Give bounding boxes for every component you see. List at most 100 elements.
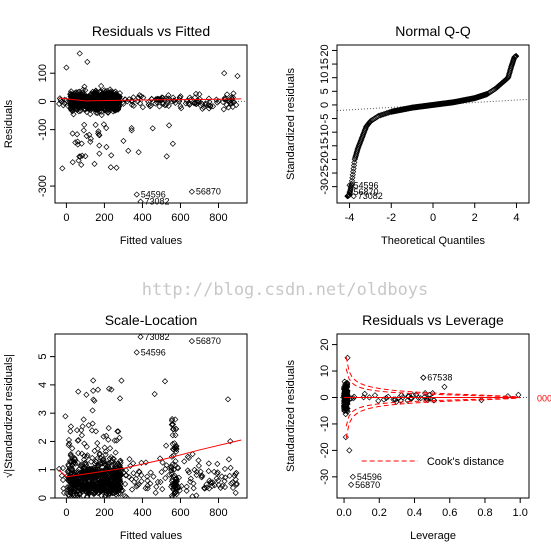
data-point xyxy=(102,97,109,104)
data-point xyxy=(70,490,77,497)
data-point xyxy=(69,96,76,103)
data-point xyxy=(83,94,91,101)
data-point xyxy=(188,188,195,195)
data-point xyxy=(114,477,121,484)
data-point xyxy=(103,124,110,132)
data-point xyxy=(90,477,97,485)
data-point xyxy=(177,103,184,110)
y-axis-label: Standardized residuals xyxy=(285,360,297,472)
data-point xyxy=(381,110,389,117)
data-point xyxy=(189,493,196,498)
data-point xyxy=(351,159,358,166)
data-point xyxy=(157,478,164,486)
data-point xyxy=(91,481,99,488)
data-point xyxy=(108,386,115,393)
data-point xyxy=(227,438,234,445)
x-tick-label: 1.0 xyxy=(513,507,528,519)
data-point xyxy=(168,494,176,498)
data-point xyxy=(94,489,102,497)
data-point xyxy=(222,95,229,102)
data-point xyxy=(90,387,97,394)
data-point xyxy=(205,467,212,475)
data-point xyxy=(82,481,89,488)
data-point xyxy=(108,152,115,159)
data-point xyxy=(229,479,236,486)
points-group xyxy=(340,354,522,488)
data-point xyxy=(346,189,353,196)
data-point xyxy=(145,98,152,106)
x-axis-label: Fitted values xyxy=(120,530,183,542)
data-point xyxy=(71,486,78,493)
data-point xyxy=(149,125,156,132)
x-tick-label: 0.2 xyxy=(372,507,387,519)
data-point xyxy=(116,434,123,441)
data-point xyxy=(97,461,104,468)
data-point xyxy=(233,469,240,477)
y-tick-label: 5 xyxy=(37,354,49,360)
data-point xyxy=(92,103,99,111)
data-point xyxy=(228,480,235,487)
data-point xyxy=(209,479,216,486)
data-point xyxy=(191,94,199,101)
data-point xyxy=(232,489,239,496)
data-point xyxy=(159,486,166,493)
data-point xyxy=(128,127,135,134)
data-point xyxy=(168,417,176,424)
data-point xyxy=(346,396,353,403)
data-point xyxy=(361,390,368,397)
data-point xyxy=(142,459,149,466)
data-point xyxy=(185,454,193,462)
data-point xyxy=(81,440,88,447)
data-point xyxy=(116,465,123,472)
data-point xyxy=(108,453,115,461)
data-point xyxy=(399,394,406,401)
data-point xyxy=(221,483,229,491)
data-point xyxy=(77,153,84,160)
data-point xyxy=(197,102,204,109)
data-point xyxy=(366,394,373,401)
x-tick-label: 2 xyxy=(472,212,478,224)
data-point xyxy=(172,425,180,432)
data-point xyxy=(147,480,154,487)
data-point xyxy=(168,453,176,460)
x-tick-label: -4 xyxy=(345,212,355,224)
x-tick-label: 800 xyxy=(209,507,227,519)
data-point xyxy=(81,83,88,90)
y-tick-label: -5 xyxy=(319,114,331,124)
data-point xyxy=(178,105,185,112)
data-point xyxy=(404,397,411,404)
data-point xyxy=(81,470,88,477)
data-point xyxy=(341,392,348,399)
y-axis-label: √|Standardized residuals| xyxy=(3,354,15,478)
data-point xyxy=(94,386,102,393)
data-point xyxy=(82,461,90,468)
data-point xyxy=(360,394,367,401)
data-point xyxy=(128,101,136,108)
data-point xyxy=(182,100,189,107)
data-point xyxy=(61,99,68,107)
data-point xyxy=(342,434,349,441)
data-point xyxy=(70,458,77,465)
data-point xyxy=(138,459,145,466)
data-point xyxy=(116,478,124,485)
data-point xyxy=(161,102,169,109)
data-point xyxy=(68,104,75,111)
data-point xyxy=(224,396,232,403)
data-point xyxy=(74,103,81,110)
data-point xyxy=(350,168,357,175)
data-point xyxy=(173,448,180,455)
x-tick-label: 800 xyxy=(209,212,227,224)
data-point xyxy=(77,103,84,110)
data-point xyxy=(378,111,385,118)
data-point xyxy=(168,98,175,105)
data-point xyxy=(227,100,234,107)
data-point xyxy=(135,149,142,156)
data-point xyxy=(121,492,129,498)
panel-3: Scale-Location Fitted values √|Standardize… xyxy=(3,312,248,542)
data-point xyxy=(208,479,215,486)
data-point xyxy=(115,486,122,493)
data-point xyxy=(76,50,83,57)
y-tick-label: -300 xyxy=(37,175,49,197)
data-point xyxy=(218,473,225,480)
data-point xyxy=(229,94,236,101)
